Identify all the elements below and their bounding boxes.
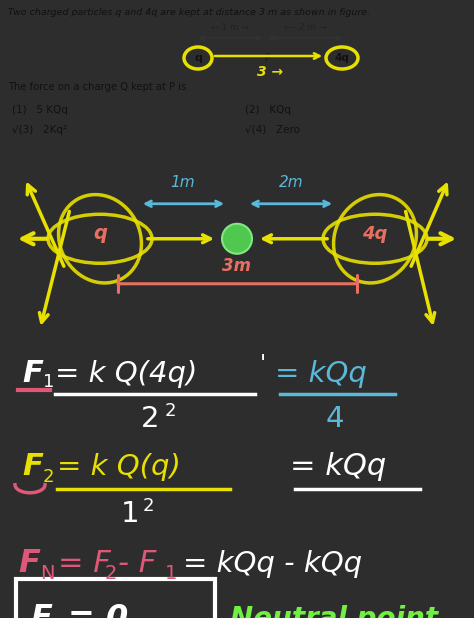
Text: = kQq: = kQq — [290, 452, 386, 481]
Text: √(4)   Zero: √(4) Zero — [245, 125, 300, 135]
Text: q: q — [93, 224, 107, 243]
Text: 4q: 4q — [335, 53, 349, 63]
Text: 3 →: 3 → — [257, 65, 283, 79]
Text: F: F — [18, 548, 40, 579]
Text: The force on a charge Q kept at P is: The force on a charge Q kept at P is — [8, 82, 186, 92]
Text: N: N — [40, 564, 55, 583]
Text: 2: 2 — [43, 468, 55, 486]
Text: - F: - F — [118, 549, 156, 578]
Text: 2: 2 — [105, 564, 118, 583]
Text: ': ' — [260, 353, 266, 374]
Text: = k Q(q): = k Q(q) — [57, 453, 181, 481]
Text: P: P — [264, 53, 272, 63]
Ellipse shape — [222, 224, 252, 254]
Text: 1: 1 — [165, 564, 177, 583]
Text: 1: 1 — [121, 500, 139, 528]
Text: (1)   5 KQq: (1) 5 KQq — [12, 105, 68, 115]
Text: = F: = F — [58, 549, 111, 578]
Text: 1m: 1m — [171, 175, 195, 190]
Text: F: F — [22, 359, 43, 388]
Text: = kQq: = kQq — [275, 360, 367, 387]
Text: √(3)   2Kq²: √(3) 2Kq² — [12, 125, 67, 135]
Text: 2: 2 — [143, 497, 155, 515]
Text: 2: 2 — [141, 405, 159, 433]
Text: Two charged particles q and 4q are kept at distance 3 m as shown in figure.: Two charged particles q and 4q are kept … — [8, 8, 370, 17]
Text: 2: 2 — [165, 402, 176, 420]
Text: 1: 1 — [43, 373, 55, 391]
Text: F: F — [30, 603, 52, 618]
Text: ←– 2 m →: ←– 2 m → — [284, 23, 326, 32]
Text: (2)   KQq: (2) KQq — [245, 105, 291, 115]
Text: Neutral point: Neutral point — [230, 605, 438, 618]
Text: F: F — [22, 452, 43, 481]
Text: 4: 4 — [326, 405, 344, 433]
Text: = k Q(4q): = k Q(4q) — [55, 360, 197, 387]
Text: 4q: 4q — [362, 225, 388, 243]
Text: = kQq - kQq: = kQq - kQq — [183, 550, 362, 578]
Text: ← 1 m →: ← 1 m → — [211, 23, 249, 32]
Text: = 0: = 0 — [68, 603, 128, 618]
Text: 3m: 3m — [222, 256, 252, 275]
Text: q: q — [194, 53, 202, 63]
Text: 2m: 2m — [279, 175, 303, 190]
